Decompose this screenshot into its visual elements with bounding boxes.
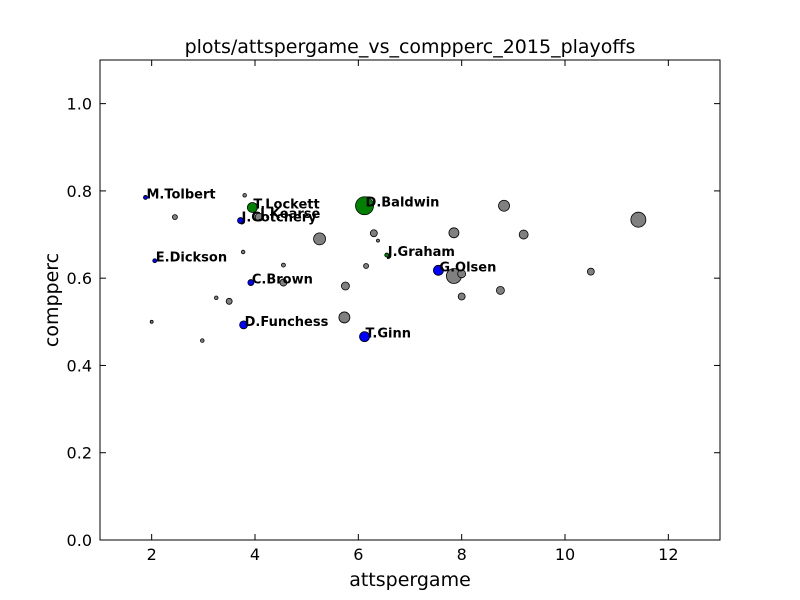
data-point: [518, 229, 529, 240]
data-point: [149, 319, 154, 324]
data-point: [341, 281, 350, 291]
point-label: J.Kearse: [259, 207, 320, 222]
data-point: [369, 229, 378, 238]
y-tick-label: 1.0: [67, 95, 92, 114]
x-tick-label: 12: [658, 545, 678, 564]
data-point: [313, 232, 326, 246]
data-point: [384, 252, 390, 258]
data-point: [143, 195, 148, 200]
data-point: [448, 227, 460, 239]
data-point: [457, 292, 466, 301]
data-point: [498, 199, 510, 212]
x-tick-label: 4: [250, 545, 260, 564]
x-tick-label: 8: [457, 545, 467, 564]
point-label: T.Lockett: [253, 197, 319, 212]
x-tick-label: 2: [147, 545, 157, 564]
data-point: [355, 196, 374, 216]
data-point: [240, 249, 246, 255]
data-point: [338, 311, 351, 324]
x-tick-label: 6: [353, 545, 363, 564]
data-point: [281, 262, 286, 268]
y-tick-label: 0.8: [67, 182, 92, 201]
y-tick-label: 0.6: [67, 269, 92, 288]
point-label: T.Ginn: [366, 327, 411, 342]
data-point: [254, 212, 264, 222]
data-point: [363, 263, 369, 269]
data-point: [247, 279, 255, 286]
data-point: [214, 295, 219, 301]
data-point: [586, 267, 595, 276]
data-point: [172, 214, 178, 220]
y-tick-label: 0.2: [67, 444, 92, 463]
ticks-layer: 2 4 6 8 10 12 0.0 0.2 0.4 0.6 0.8 1.0: [67, 60, 720, 564]
data-point: [457, 269, 467, 279]
data-point: [376, 238, 380, 243]
point-label: J.Cotchery: [241, 211, 318, 226]
data-point: [152, 258, 158, 264]
data-point: [200, 338, 205, 343]
point-label: C.Brown: [252, 273, 313, 288]
point-label: E.Dickson: [156, 251, 227, 266]
plot-frame: [99, 59, 721, 541]
data-point: [359, 331, 370, 343]
data-point: [239, 320, 249, 330]
y-tick-label: 0.0: [67, 531, 92, 550]
data-point: [242, 193, 247, 198]
point-label: M.Tolbert: [146, 187, 215, 202]
data-point: [279, 278, 288, 287]
point-label: G.Olsen: [439, 260, 496, 275]
y-axis-label: compperc: [41, 253, 63, 347]
data-point: [496, 285, 505, 295]
data-point: [237, 217, 244, 224]
data-point: [433, 264, 444, 276]
x-tick-label: 10: [555, 545, 575, 564]
data-point: [630, 211, 647, 228]
x-axis-label: attspergame: [349, 569, 471, 591]
point-label: D.Funchess: [245, 315, 329, 330]
point-label: D.Baldwin: [366, 196, 440, 211]
data-point: [247, 202, 258, 213]
data-point: [225, 297, 233, 305]
chart-title: plots/attspergame_vs_compperc_2015_playo…: [185, 36, 636, 58]
points-layer: [143, 193, 647, 343]
y-tick-label: 0.4: [67, 356, 92, 375]
point-label: J.Graham: [387, 245, 455, 260]
